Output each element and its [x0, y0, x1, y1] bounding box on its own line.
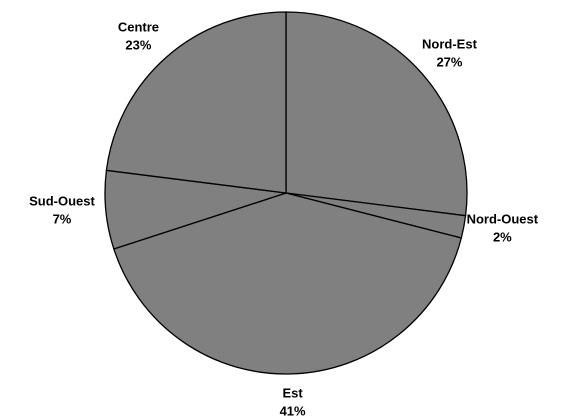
slice-value-label: 7%	[53, 212, 72, 227]
pie-slice	[105, 11, 287, 194]
slice-value-label: 23%	[125, 37, 151, 52]
slice-value-label: 41%	[280, 403, 306, 418]
slice-value-label: 27%	[436, 54, 462, 69]
slice-label: Sud-Ouest	[29, 194, 95, 209]
slice-label: Nord-Est	[422, 36, 478, 51]
pie-slice	[113, 192, 463, 375]
slice-label: Est	[282, 385, 303, 400]
slice-label: Centre	[118, 19, 159, 34]
slice-value-label: 2%	[493, 229, 512, 244]
pie-slice	[285, 11, 468, 217]
slice-label: Nord-Ouest	[467, 211, 539, 226]
